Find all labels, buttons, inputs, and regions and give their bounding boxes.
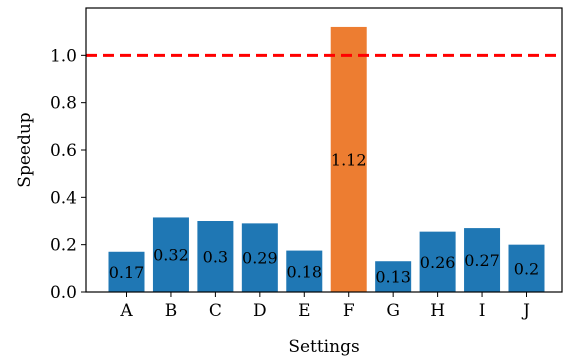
bar-label-f: 1.12 [331, 150, 367, 169]
bar-h [419, 231, 456, 292]
y-axis: 0.0 0.2 0.4 0.6 0.8 1.0 [50, 46, 86, 303]
x-tick-label-b: B [165, 301, 178, 321]
bar-d [241, 223, 278, 292]
x-tick-label-c: C [209, 301, 222, 321]
y-tick-label-0.0: 0.0 [50, 283, 77, 303]
x-tick-label-j: J [521, 301, 530, 321]
bar-a [108, 251, 145, 292]
bar-label-g: 0.13 [375, 268, 411, 287]
bar-label-a: 0.17 [109, 263, 145, 282]
bar-data-labels: 0.17 0.32 0.3 0.29 0.18 1.12 0.13 0.26 0.27 0.2 [109, 150, 540, 286]
y-tick-label-0.2: 0.2 [50, 236, 77, 256]
bar-j [508, 244, 545, 292]
x-tick-label-h: H [430, 301, 445, 321]
x-tick-label-a: A [119, 301, 133, 321]
bar-b [152, 217, 189, 292]
x-tick-label-i: I [479, 301, 486, 321]
bar-c [197, 221, 234, 292]
x-tick-label-f: F [343, 301, 355, 321]
x-tick-label-d: D [253, 301, 267, 321]
x-tick-label-g: G [386, 301, 400, 321]
bar-label-e: 0.18 [286, 262, 322, 281]
bar-label-j: 0.2 [514, 259, 539, 278]
y-tick-label-0.6: 0.6 [50, 141, 77, 161]
x-tick-label-e: E [298, 301, 310, 321]
x-axis: A B C D E F G H I J [119, 292, 530, 321]
y-tick-label-0.8: 0.8 [50, 94, 77, 114]
y-tick-label-0.4: 0.4 [50, 188, 77, 208]
bar-label-c: 0.3 [203, 248, 228, 267]
y-axis-title: Speedup [15, 112, 35, 187]
bar-i [464, 228, 501, 292]
bar-f [330, 26, 367, 293]
bar-label-b: 0.32 [153, 246, 189, 265]
bar-e [286, 250, 323, 292]
y-tick-label-1.0: 1.0 [50, 46, 77, 66]
bar-label-h: 0.26 [420, 253, 456, 272]
bar-g [375, 261, 412, 292]
bars [108, 26, 545, 293]
bar-label-d: 0.29 [242, 249, 278, 268]
x-axis-title: Settings [288, 337, 359, 357]
bar-label-i: 0.27 [464, 251, 500, 270]
